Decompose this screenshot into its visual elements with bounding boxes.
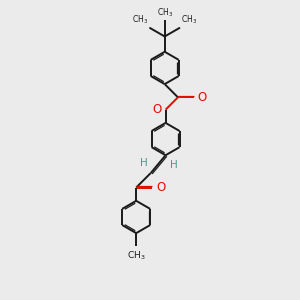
Text: CH$_3$: CH$_3$ xyxy=(157,6,173,19)
Text: CH$_3$: CH$_3$ xyxy=(182,14,198,26)
Text: O: O xyxy=(198,91,207,104)
Text: CH$_3$: CH$_3$ xyxy=(127,249,146,262)
Text: O: O xyxy=(156,181,165,194)
Text: O: O xyxy=(152,103,161,116)
Text: H: H xyxy=(140,158,147,169)
Text: CH$_3$: CH$_3$ xyxy=(132,14,148,26)
Text: H: H xyxy=(170,160,178,170)
